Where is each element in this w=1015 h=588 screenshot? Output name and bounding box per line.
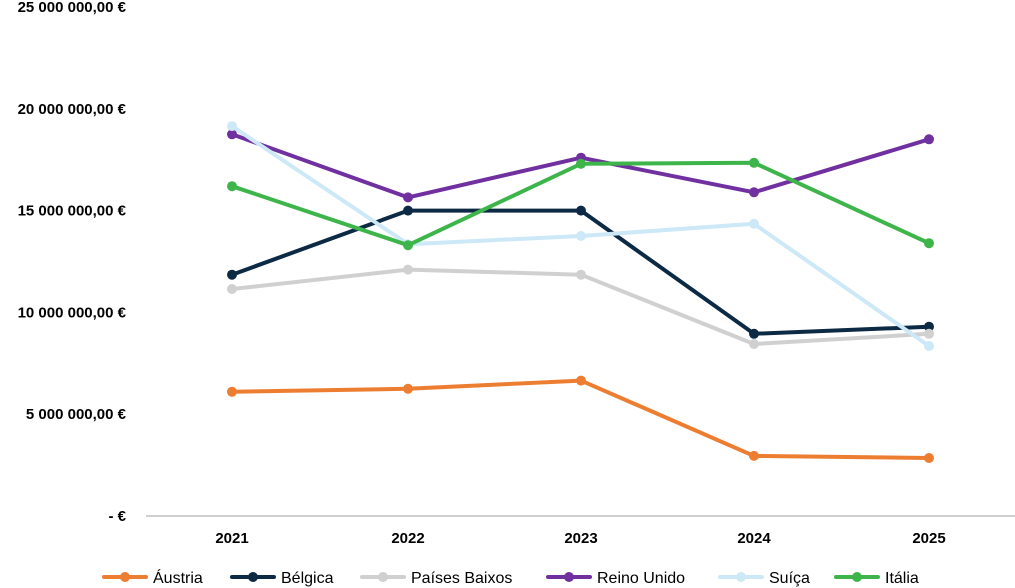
x-tick-label: 2025 xyxy=(912,530,945,547)
data-point-austria xyxy=(576,375,586,386)
legend-label: Áustria xyxy=(153,568,203,587)
data-point-austria xyxy=(403,383,413,394)
data-point-paises-baixos xyxy=(576,269,586,280)
y-tick-label: 15 000 000,00 € xyxy=(18,203,127,220)
x-tick-label: 2023 xyxy=(564,530,597,547)
legend-label: Reino Unido xyxy=(597,570,685,587)
data-point-reino-unido xyxy=(924,134,934,145)
legend-marker xyxy=(564,572,574,582)
data-point-paises-baixos xyxy=(749,339,759,349)
data-point-paises-baixos xyxy=(403,264,413,275)
legend-marker xyxy=(852,572,862,582)
y-tick-label: 5 000 000,00 € xyxy=(26,406,127,423)
data-point-suica xyxy=(227,121,237,132)
data-point-paises-baixos xyxy=(227,284,237,294)
legend-marker xyxy=(120,572,130,582)
data-point-belgica xyxy=(749,328,759,339)
data-point-belgica xyxy=(227,269,237,280)
data-point-austria xyxy=(749,450,759,461)
data-point-reino-unido xyxy=(403,192,413,203)
legend-marker xyxy=(248,572,258,582)
data-point-suica xyxy=(576,231,586,241)
data-point-italia xyxy=(403,240,413,251)
y-tick-label: 25 000 000,00 € xyxy=(18,0,127,16)
data-point-italia xyxy=(227,181,237,192)
data-point-belgica xyxy=(924,321,934,332)
legend-item-italia: Itália xyxy=(834,570,919,587)
y-tick-label: 20 000 000,00 € xyxy=(18,101,127,118)
legend-item-suica: Suíça xyxy=(718,570,810,587)
data-point-suica xyxy=(924,341,934,351)
data-point-austria xyxy=(924,453,934,463)
legend-item-austria: Áustria xyxy=(102,568,203,587)
series-group xyxy=(227,121,934,463)
series-line-austria xyxy=(230,378,931,460)
data-point-paises-baixos xyxy=(924,328,934,339)
data-point-austria xyxy=(227,386,237,397)
x-tick-label: 2024 xyxy=(737,530,771,547)
data-point-italia xyxy=(924,238,934,249)
legend: Áustria Bélgica Países Baixos Reino Unido Su… xyxy=(102,568,919,587)
legend-label: Suíça xyxy=(769,570,810,587)
legend-marker xyxy=(736,572,746,582)
legend-item-paises-baixos: Países Baixos xyxy=(360,570,512,587)
y-axis-ticks: - € 5 000 000,00 € 10 000 000,00 € 15 000 0… xyxy=(18,0,127,525)
data-point-italia xyxy=(576,158,586,169)
data-point-belgica xyxy=(403,205,413,216)
x-tick-label: 2022 xyxy=(391,530,424,547)
data-point-italia xyxy=(749,157,759,168)
y-tick-label: - € xyxy=(108,508,126,525)
legend-marker xyxy=(378,572,388,582)
legend-item-belgica: Bélgica xyxy=(230,570,334,587)
legend-label: Bélgica xyxy=(281,570,334,587)
legend-label: Itália xyxy=(885,570,919,587)
x-tick-label: 2021 xyxy=(215,530,248,547)
data-point-reino-unido xyxy=(227,129,237,140)
x-axis-ticks: 2021 2022 2023 2024 2025 xyxy=(215,530,945,547)
legend-label: Países Baixos xyxy=(411,570,512,587)
legend-item-reino-unido: Reino Unido xyxy=(546,570,685,587)
data-point-belgica xyxy=(576,205,586,216)
y-tick-label: 10 000 000,00 € xyxy=(18,304,127,321)
data-point-suica xyxy=(749,218,759,229)
data-point-reino-unido xyxy=(749,187,759,198)
